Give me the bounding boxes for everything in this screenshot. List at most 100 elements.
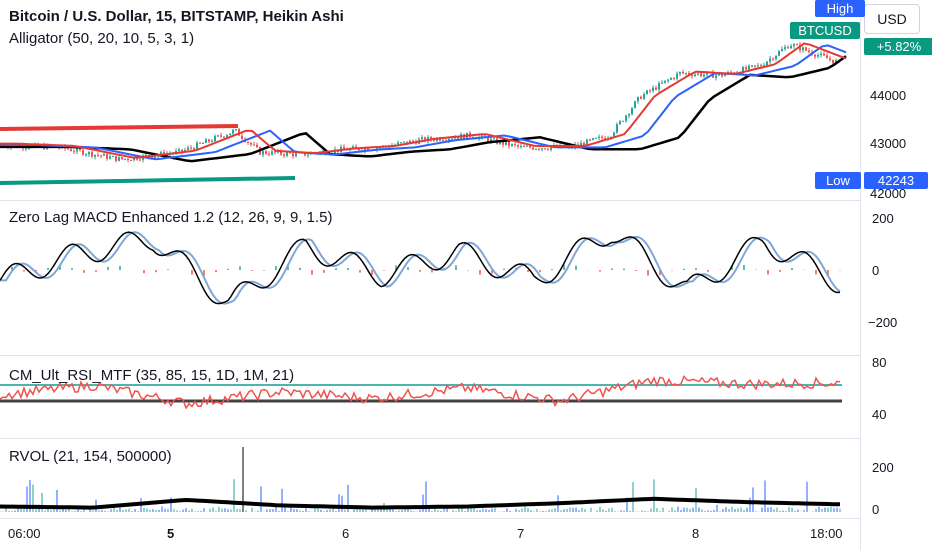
candle-body [424,137,426,142]
candle-body [775,55,777,60]
candle-body [430,137,432,140]
candle-body [769,58,771,62]
candle-body [355,146,357,148]
x-tick-day-5: 5 [167,526,175,541]
candle-body [715,75,717,78]
candle-body [139,159,141,161]
candle-body [781,49,783,52]
candle-body [421,137,423,140]
candle-body [412,140,414,142]
candle-body [586,139,588,146]
pane-separator-rsi [0,438,860,439]
candle-body [82,149,84,155]
candle-body [109,156,111,159]
rsi-pane-title[interactable]: CM_Ult_RSI_MTF (35, 85, 15, 1D, 1M, 21) [9,367,295,384]
candle-body [637,96,639,102]
candle-body [442,140,444,142]
candle-body [352,146,354,149]
rsi-line [0,374,841,410]
candle-body [364,148,366,152]
candle-body [76,148,78,152]
candle-body [241,135,243,139]
candle-body [160,152,162,156]
candle-body [286,152,288,156]
rvol-pane-title[interactable]: RVOL (21, 154, 500000) [9,448,172,465]
candle-body [787,47,789,49]
candle-body [433,139,435,141]
x-tick-day-6: 6 [342,526,350,541]
currency-button[interactable]: USD [864,4,920,34]
candle-body [790,45,792,49]
candle-body [664,80,666,83]
x-tick-day-7: 7 [517,526,525,541]
candle-body [211,141,213,143]
candle-body [247,141,249,143]
candle-body [85,154,87,156]
candle-body [481,135,483,138]
candle-body [73,151,75,153]
candle-body [766,61,768,66]
candle-body [124,158,126,160]
candle-body [772,58,774,60]
candle-body [403,141,405,143]
candle-body [763,65,765,67]
candle-body [820,53,822,56]
candle-body [667,79,669,81]
candle-body [178,149,180,152]
change-tag: +5.82% [864,38,932,55]
candle-body [70,149,72,152]
chart-canvas[interactable] [0,0,860,550]
candle-body [718,73,720,76]
candle-body [487,138,489,142]
candle-body [238,129,240,136]
candle-body [133,157,135,161]
candle-body [91,151,93,157]
candle-body [508,141,510,146]
candle-body [640,96,642,99]
candle-body [634,101,636,109]
candle-body [505,141,507,145]
y-tick-macd-0: 0 [872,263,880,278]
candle-body [754,65,756,67]
candle-body [256,144,258,148]
candle-body [511,143,513,146]
candle-body [676,73,678,79]
candle-body [205,139,207,144]
candle-body [367,148,369,151]
rvol-average-line [0,496,841,510]
pane-separator-rvol [0,518,860,519]
candle-body [295,152,297,157]
candle-body [544,148,546,150]
candle-body [502,140,504,145]
candle-body [187,147,189,150]
candle-body [103,153,105,156]
candle-body [289,152,291,154]
macd-pane-title[interactable]: Zero Lag MACD Enhanced 1.2 (12, 26, 9, 9… [9,209,333,226]
candle-body [127,158,129,160]
candle-body [622,120,624,122]
y-tick-macd-200: 200 [872,211,894,226]
candle-body [262,151,264,155]
y-tick-main-43000: 43000 [870,136,907,151]
candle-body [583,142,585,146]
candle-body [253,144,255,146]
candle-body [202,143,204,145]
y-tick-main-42000: 42000 [870,186,907,201]
candle-body [493,138,495,140]
candle-body [580,142,582,146]
candle-body [619,121,621,125]
alligator-indicator-label[interactable]: Alligator (50, 20, 10, 5, 3, 1) [9,30,195,47]
candle-body [757,65,759,67]
y-tick-rvol-200: 200 [872,460,894,475]
candle-body [235,129,237,131]
candle-body [793,44,795,46]
candle-body [145,155,147,157]
candle-body [595,137,597,139]
candle-body [679,71,681,74]
candle-body [751,65,753,67]
candle-body [451,138,453,140]
candle-body [490,138,492,142]
candle-body [628,113,630,116]
candle-body [229,133,231,136]
candle-body [814,54,816,57]
